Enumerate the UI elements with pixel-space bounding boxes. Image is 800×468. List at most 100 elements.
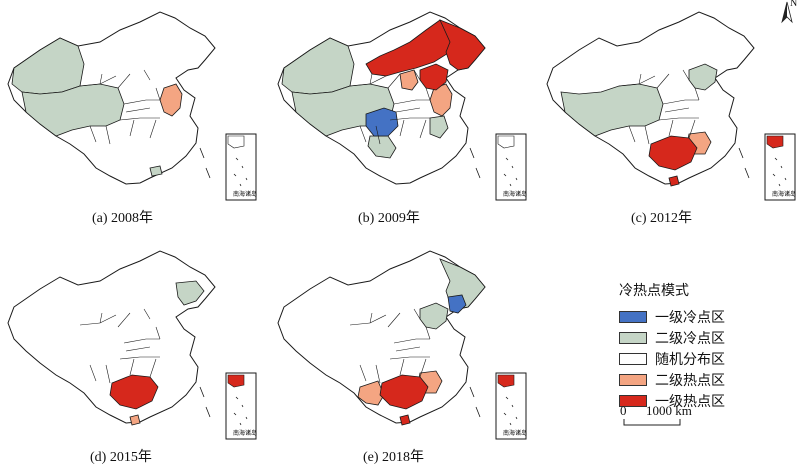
legend-swatch-cold2 <box>619 331 647 344</box>
legend-label-random: 随机分布区 <box>655 351 725 368</box>
legend-label-cold2: 二级冷点区 <box>655 330 725 347</box>
coast-dash <box>469 386 481 418</box>
region-east-coast <box>159 83 183 117</box>
province-border <box>413 308 421 320</box>
scale-line <box>623 419 681 426</box>
region-south-china <box>379 374 429 410</box>
province-border <box>375 364 381 384</box>
province-border <box>89 125 97 143</box>
province-border <box>628 125 636 143</box>
caption-2009: (b) 2009年 <box>358 211 420 226</box>
china-map-2009: 南海诸岛 <box>277 11 527 201</box>
province-border <box>123 338 160 344</box>
province-border <box>419 358 427 378</box>
province-border <box>125 107 151 113</box>
province-border <box>399 119 405 137</box>
scale-max-label: 1000 km <box>646 403 692 418</box>
region-east-coast <box>429 83 453 117</box>
map-panel-2009: 南海诸岛 <box>265 8 535 208</box>
province-border <box>389 117 430 121</box>
province-border <box>393 99 430 105</box>
province-border <box>89 364 97 382</box>
inset-map: 南海诸岛 <box>225 133 257 201</box>
inset-region-top <box>766 135 784 149</box>
caption-2015: (d) 2015年 <box>90 450 152 465</box>
map-panel-2018: 南海诸岛 <box>265 247 535 447</box>
china-map-2012: 南海诸岛 <box>546 11 796 201</box>
north-arrow: N <box>778 0 798 28</box>
region-south-islands <box>149 165 163 177</box>
region-hainan <box>668 175 680 187</box>
caption-2018: (e) 2018年 <box>363 450 425 465</box>
province-border <box>359 364 367 382</box>
province-border <box>399 358 405 376</box>
province-border <box>668 119 674 137</box>
province-border <box>688 119 696 139</box>
map-legend: 冷热点模式 一级冷点区 二级冷点区 随机分布区 二级热点区 一级热点区 <box>619 280 789 411</box>
province-border <box>413 69 421 81</box>
province-border <box>387 73 401 89</box>
coast-dash <box>469 147 481 179</box>
china-map-2018: 南海诸岛 <box>277 250 527 440</box>
region-south-china <box>109 374 159 410</box>
legend-swatch-hot2 <box>619 373 647 386</box>
region-xinjiang <box>281 37 355 95</box>
map-panel-2008: 南海诸岛 <box>0 8 260 208</box>
region-north-china <box>419 302 449 330</box>
province-border <box>119 117 160 121</box>
province-border <box>644 125 650 145</box>
inset-map: 南海诸岛 <box>495 133 527 201</box>
coast-dash <box>199 386 211 418</box>
legend-swatch-hot1 <box>619 394 647 407</box>
legend-item-cold1: 一级冷点区 <box>619 306 789 327</box>
map-panel-2012: 南海诸岛 <box>538 8 800 208</box>
province-border <box>129 119 135 137</box>
north-label: N <box>790 0 798 9</box>
province-border <box>105 364 111 384</box>
legend-label-hot2: 二级热点区 <box>655 372 725 389</box>
inset-label: 南海诸岛 <box>233 190 257 198</box>
map-panel-2015: 南海诸岛 <box>0 247 260 447</box>
caption-2008: (a) 2008年 <box>92 211 154 226</box>
province-border <box>419 119 427 139</box>
region-north-china <box>419 63 449 91</box>
province-border <box>149 119 157 139</box>
region-xinjiang <box>11 37 85 95</box>
inset-region-top <box>497 135 515 149</box>
inset-map: 南海诸岛 <box>764 133 796 201</box>
province-border <box>99 312 103 324</box>
china-map-2015: 南海诸岛 <box>7 250 257 440</box>
province-border <box>99 73 103 85</box>
province-border <box>638 73 642 85</box>
legend-item-hot2: 二级热点区 <box>619 369 789 390</box>
coast-dash <box>199 147 211 179</box>
region-east-coast-south <box>429 115 449 139</box>
legend-item-random: 随机分布区 <box>619 348 789 369</box>
north-arrow-icon <box>781 1 793 24</box>
province-border <box>105 125 111 145</box>
region-northeast <box>439 19 486 71</box>
inset-region-top <box>497 374 515 388</box>
province-border <box>369 73 373 85</box>
province-border <box>149 358 157 378</box>
province-border <box>117 73 131 89</box>
region-southwest-south <box>357 380 385 406</box>
province-border <box>658 117 699 121</box>
legend-item-cold2: 二级冷点区 <box>619 327 789 348</box>
province-border <box>143 69 151 81</box>
region-northcentral <box>399 69 419 91</box>
region-north-china <box>688 63 718 91</box>
province-border <box>395 107 421 113</box>
province-border <box>664 107 690 113</box>
inset-map: 南海诸岛 <box>495 372 527 440</box>
inset-region-top <box>227 135 245 149</box>
legend-swatch-cold1 <box>619 310 647 323</box>
inset-label: 南海诸岛 <box>503 429 527 437</box>
scale-bar: 0 1000 km <box>620 403 710 429</box>
caption-2012: (c) 2012年 <box>631 211 693 226</box>
region-hainan <box>129 414 141 426</box>
province-border <box>389 356 430 360</box>
province-border <box>694 87 700 101</box>
region-sichuan <box>365 107 399 137</box>
province-border <box>369 312 373 324</box>
